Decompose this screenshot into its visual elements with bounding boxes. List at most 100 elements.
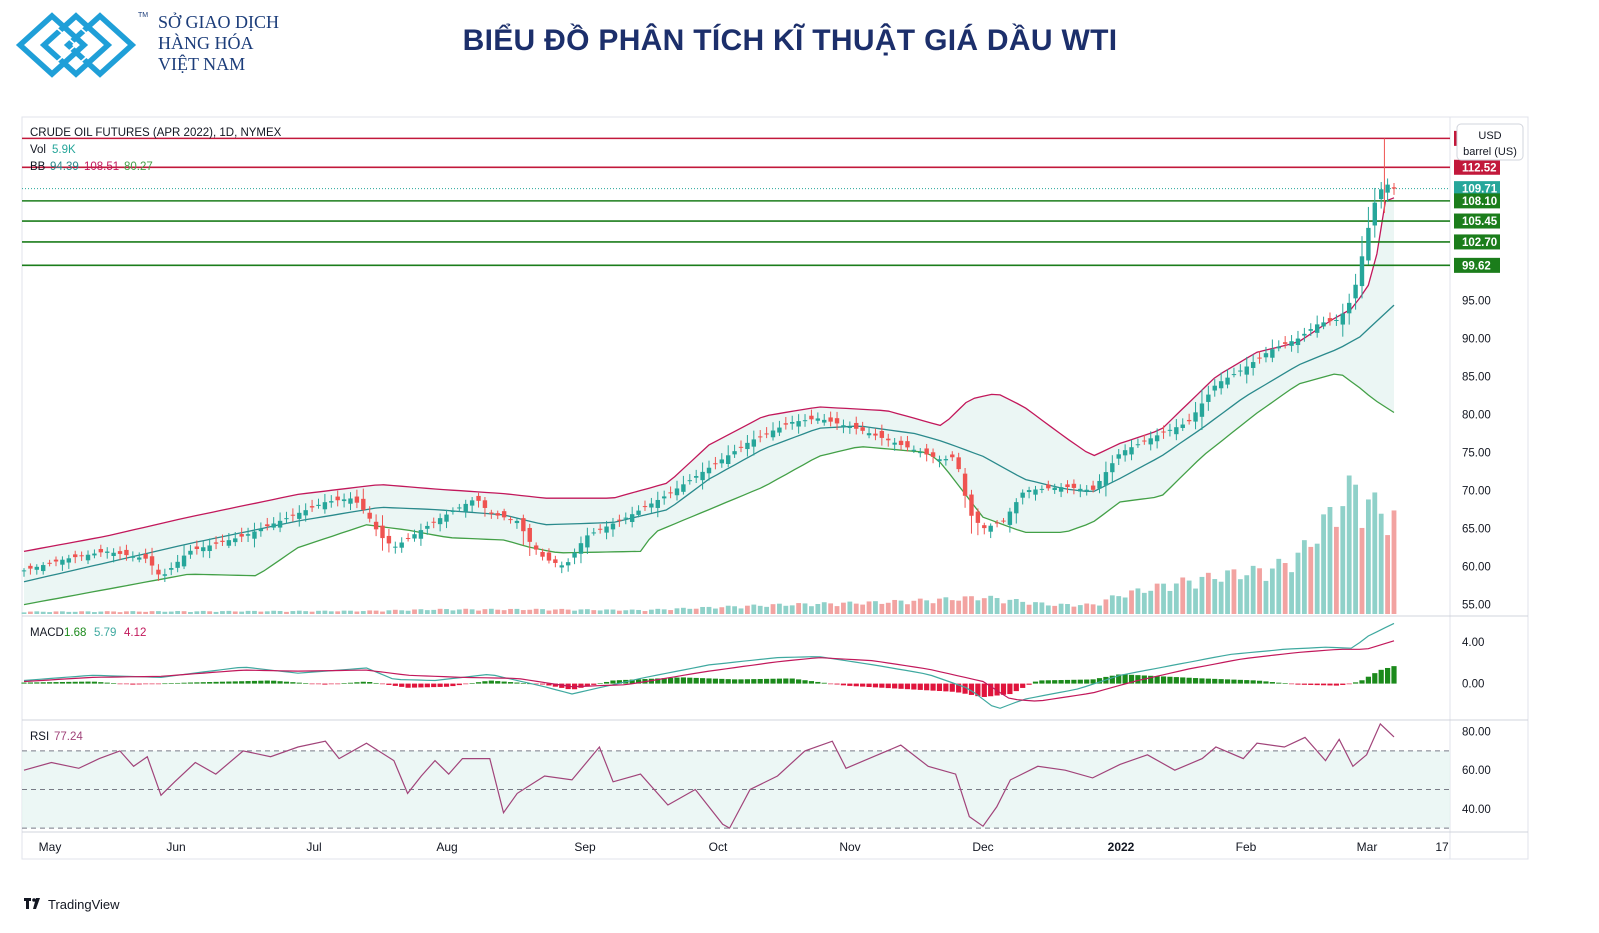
- volume-bar: [450, 610, 456, 614]
- candle-body: [1231, 374, 1237, 376]
- volume-bar: [1071, 606, 1077, 614]
- volume-bar: [1154, 583, 1160, 614]
- macd-histogram-bar: [1192, 678, 1199, 684]
- macd-histogram-bar: [802, 680, 808, 684]
- volume-bar: [584, 609, 590, 614]
- macd-histogram-bar: [1276, 682, 1282, 684]
- volume-bar: [316, 610, 321, 614]
- macd-histogram-bar: [892, 683, 898, 689]
- logo-text: SỞ GIAO DỊCH HÀNG HÓA VIỆT NAM: [158, 12, 279, 75]
- macd-signal-value: 4.12: [124, 627, 146, 639]
- price-tick-label: 75.00: [1462, 448, 1491, 460]
- volume-bar: [1359, 527, 1365, 614]
- macd-histogram-bar: [98, 682, 104, 684]
- macd-histogram-bar: [930, 683, 936, 691]
- volume-bar: [53, 611, 59, 614]
- candle-body: [1366, 227, 1371, 261]
- macd-histogram-bar: [1224, 679, 1231, 684]
- macd-histogram-bar: [1064, 679, 1071, 684]
- candle-body: [1186, 419, 1192, 422]
- macd-histogram-bar: [546, 683, 552, 686]
- macd-histogram-bar: [34, 682, 40, 684]
- volume-bar: [181, 611, 187, 614]
- candle-body: [1033, 489, 1038, 495]
- candle-body: [412, 534, 417, 539]
- macd-histogram-bar: [591, 683, 597, 685]
- volume-bar: [789, 605, 795, 614]
- volume-bar: [847, 601, 853, 614]
- candle-body: [962, 473, 968, 496]
- candle-body: [303, 510, 308, 516]
- candle-body: [117, 551, 123, 554]
- candle-body: [572, 552, 577, 558]
- macd-histogram-bar: [533, 683, 539, 685]
- macd-histogram-bar: [879, 683, 885, 688]
- volume-bar: [130, 611, 136, 614]
- candle-body: [393, 546, 398, 548]
- volume-bar: [1007, 599, 1013, 614]
- candle-body: [790, 421, 795, 424]
- candle-body: [956, 457, 961, 470]
- volume-bar: [1090, 604, 1096, 614]
- candle-body: [169, 568, 174, 570]
- macd-histogram-bar: [379, 683, 386, 685]
- volume-bar: [713, 608, 718, 614]
- logo: [14, 10, 314, 80]
- candle-body: [1180, 424, 1185, 428]
- volume-bar: [732, 606, 738, 614]
- time-axis-label: 2022: [1108, 840, 1135, 854]
- volume-bar: [194, 611, 200, 614]
- volume-bar: [392, 609, 398, 614]
- macd-histogram-bar: [988, 683, 994, 697]
- macd-histogram-bar: [1148, 675, 1154, 684]
- macd-histogram-bar: [603, 681, 610, 684]
- volume-bar: [156, 611, 161, 614]
- candle-body: [1001, 520, 1006, 522]
- candle-body: [937, 459, 942, 462]
- volume-bar: [975, 600, 981, 614]
- candle-body: [437, 518, 443, 525]
- bb-legend-label: BB: [30, 161, 46, 173]
- volume-bar: [533, 608, 539, 614]
- volume-bar: [1045, 605, 1051, 614]
- volume-bar: [1205, 572, 1211, 614]
- volume-bar: [72, 611, 78, 614]
- macd-histogram-bar: [91, 681, 98, 684]
- vol-legend-value: 5.9K: [52, 144, 76, 156]
- tradingview-brand[interactable]: TradingView: [24, 897, 120, 912]
- candle-body: [950, 454, 955, 458]
- macd-histogram-bar: [40, 682, 46, 684]
- candle-body: [918, 452, 923, 454]
- volume-bar: [559, 608, 565, 614]
- candle-body: [822, 419, 827, 423]
- volume-bar: [1167, 590, 1173, 614]
- volume-bar: [469, 609, 475, 614]
- volume-bar: [296, 610, 302, 614]
- volume-bar: [687, 608, 693, 614]
- volume-bar: [725, 605, 731, 614]
- macd-histogram-bar: [1007, 683, 1013, 695]
- macd-histogram-bar: [1160, 676, 1167, 684]
- volume-bar: [1289, 572, 1294, 614]
- volume-bar: [213, 611, 219, 614]
- volume-bar: [674, 608, 680, 614]
- volume-bar: [1391, 510, 1397, 614]
- bollinger-band-fill: [24, 197, 1394, 605]
- macd-histogram-bar: [1320, 683, 1327, 686]
- volume-bar: [834, 606, 840, 614]
- macd-histogram-bar: [303, 683, 309, 684]
- volume-bar: [175, 611, 181, 614]
- candle-body: [1359, 256, 1365, 287]
- candle-body: [732, 451, 737, 455]
- macd-histogram-bar: [1263, 681, 1269, 684]
- macd-histogram-bar: [898, 683, 904, 689]
- macd-histogram-bar: [699, 678, 706, 684]
- volume-bar: [809, 606, 814, 614]
- candle-body: [911, 449, 917, 451]
- macd-histogram-bar: [47, 682, 53, 684]
- candle-body: [1378, 189, 1384, 200]
- candle-body: [348, 498, 353, 504]
- volume-bar: [111, 611, 117, 614]
- volume-bar: [783, 605, 789, 614]
